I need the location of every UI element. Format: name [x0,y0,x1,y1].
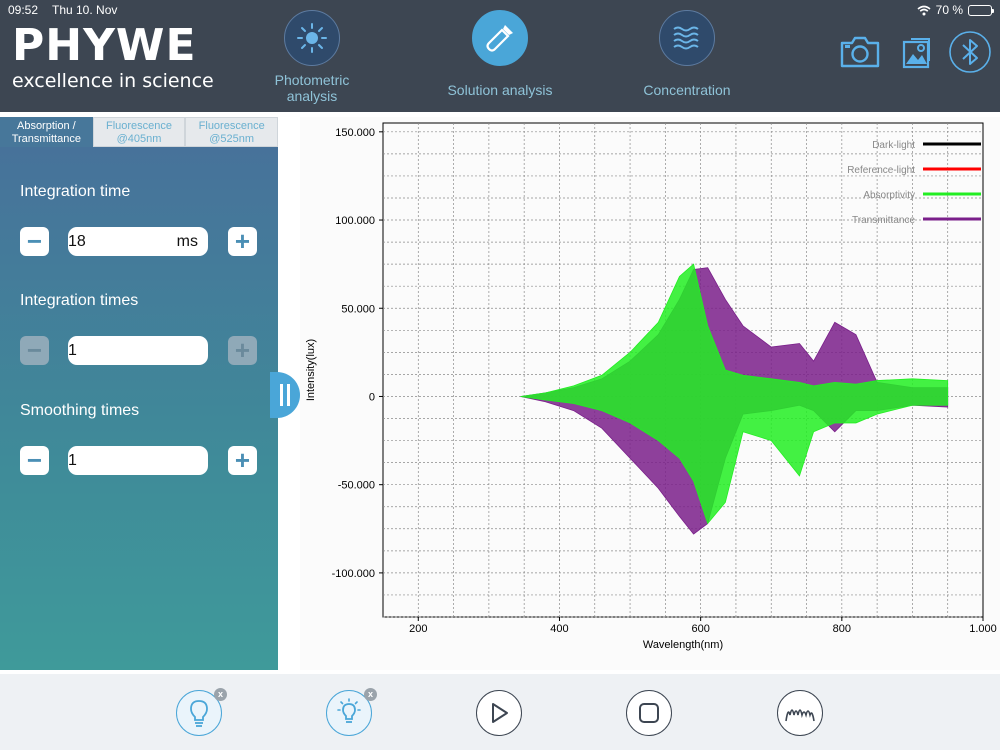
legend-label: Reference-light [847,165,915,176]
y-tick-label: 100.000 [335,215,375,227]
tab-absorption-transmittance[interactable]: Absorption / Transmittance [0,117,93,147]
nav-label: Concentration [643,82,731,98]
close-badge[interactable]: x [214,688,227,701]
integration-times-increment-button[interactable]: + [228,336,257,365]
smoothing-times-increment-button[interactable]: + [228,446,257,475]
status-right: 70 % [917,3,994,17]
y-axis-label: Intensity(lux) [305,339,317,401]
brand-slogan: excellence in science [12,70,214,92]
spectrum-chart: 200 400 600 800 1.000 150.000 100.000 50.000 0 -5… [300,117,1000,670]
tab-label: Fluorescence [105,120,173,132]
nav-solution-analysis[interactable]: Solution analysis [430,10,570,98]
tab-fluorescence-525[interactable]: Fluorescence @525nm [185,117,279,147]
settings-panel: Integration time − 18 ms + Integration t… [0,147,278,670]
tab-label-2: @405nm [116,133,162,145]
sun-icon [284,10,340,66]
integration-time-unit: ms [176,233,198,250]
bluetooth-icon[interactable] [948,31,992,73]
smoothing-times-label: Smoothing times [20,402,140,419]
tab-label: Fluorescence [198,120,265,132]
series-absorptivity [520,263,949,525]
x-tick-label: 1.000 [969,623,997,635]
tab-label-2: @525nm [209,133,255,145]
x-axis-label: Wavelength(nm) [643,639,723,651]
play-icon [492,703,508,723]
integration-time-increment-button[interactable]: + [228,227,257,256]
close-badge[interactable]: x [364,688,377,701]
tab-label-2: Transmittance [11,133,81,145]
brand-logo: PHYWE excellence in science [12,20,214,93]
reference-light-button[interactable]: x [326,688,377,736]
integration-time-label: Integration time [20,183,131,200]
legend-label: Dark-light [872,140,915,151]
y-tick-label: 150.000 [335,127,375,139]
nav-photometric-analysis[interactable]: Photometric analysis [242,10,382,104]
battery-icon [968,4,994,16]
smoothing-times-input[interactable]: 1 [68,446,208,475]
nav-concentration[interactable]: Concentration [617,10,757,98]
y-tick-label: -50.000 [338,480,375,492]
integration-times-input[interactable]: 1 [68,336,208,365]
integration-time-decrement-button[interactable]: − [20,227,49,256]
x-tick-label: 600 [691,623,709,635]
nav-label: Photometric [274,72,350,88]
bulb-on-icon [337,698,361,723]
nav-label: Solution analysis [447,82,553,98]
panel-collapse-handle[interactable] [270,372,300,418]
smoothing-times-value: 1 [68,452,77,469]
status-time: 09:52 [8,3,39,17]
status-bar: 09:52 Thu 10. Nov 70 % [8,3,994,17]
integration-times-value: 1 [68,342,77,359]
integration-time-value: 18 [68,233,86,250]
nav-label-2: analysis [286,88,338,104]
dark-light-button[interactable]: x [176,688,227,736]
status-date: Thu 10. Nov [52,3,118,17]
pipette-icon [472,10,528,66]
smoothing-times-decrement-button[interactable]: − [20,446,49,475]
tab-label: Absorption / [16,120,76,132]
stop-measurement-button[interactable] [626,690,672,736]
camera-icon[interactable] [838,32,882,72]
x-tick-label: 400 [550,623,568,635]
pause-bars-icon [280,384,290,406]
integration-times-label: Integration times [20,292,139,309]
integration-time-input[interactable]: 18 ms [68,227,208,256]
legend-label: Transmittance [852,215,915,226]
bottom-toolbar: x x [0,674,1000,750]
gallery-icon[interactable] [895,32,939,72]
bulb-off-icon [190,700,208,727]
brand-name: PHYWE [12,20,197,71]
spectrum-view-button[interactable] [777,690,823,736]
tab-fluorescence-405[interactable]: Fluorescence @405nm [92,117,186,147]
waves-icon [659,10,715,66]
integration-times-decrement-button[interactable]: − [20,336,49,365]
y-tick-label: 50.000 [341,303,375,315]
battery-percent: 70 % [935,3,963,17]
wifi-icon [917,5,931,15]
y-tick-label: -100.000 [332,568,375,580]
app-header: 09:52 Thu 10. Nov 70 % PHYWE excellence … [0,0,1000,112]
spectrum-icon [785,709,815,722]
mode-tabs: Absorption / Transmittance Fluorescence … [0,117,279,147]
legend-label: Absorptivity [863,190,915,201]
stop-icon [639,703,659,723]
x-tick-label: 200 [409,623,427,635]
start-measurement-button[interactable] [476,690,522,736]
x-tick-label: 800 [833,623,851,635]
chart-svg: 200 400 600 800 1.000 150.000 100.000 50.000 0 -5… [305,122,997,651]
y-tick-label: 0 [369,391,375,403]
